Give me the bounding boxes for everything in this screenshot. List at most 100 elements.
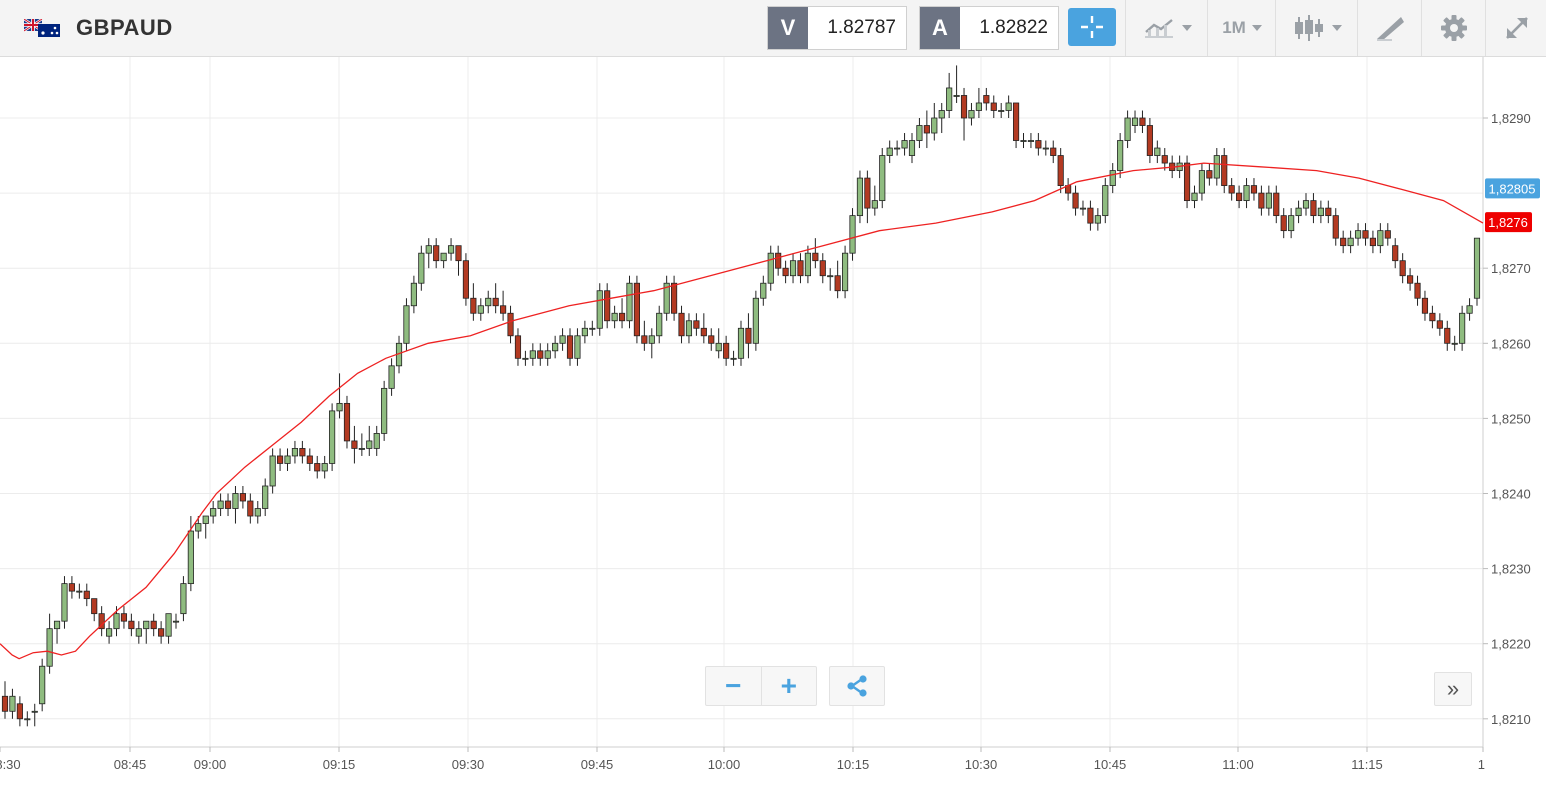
candle-body [1020, 140, 1027, 142]
ma-badge-label: 1,8276 [1488, 215, 1528, 230]
candle-body [276, 455, 284, 464]
candle-body [626, 282, 633, 322]
candle-body [195, 523, 202, 532]
candle-body [366, 440, 373, 449]
candle-body [254, 508, 261, 517]
candle-body [908, 140, 916, 156]
chart-area[interactable]: 1,8210 1,8220 1,8230 1,8240 1,8250 1,8260 1,82… [0, 57, 1546, 781]
candle-body [1213, 155, 1220, 179]
candle-body [804, 252, 811, 277]
candle-body [1139, 117, 1146, 126]
candle-body [120, 613, 128, 622]
candle-body [1295, 207, 1302, 217]
timeframe-selector[interactable]: 1M [1207, 0, 1276, 56]
price-badge-label: 1,82805 [1489, 181, 1536, 196]
candle-body [1265, 192, 1272, 209]
settings-button[interactable] [1421, 0, 1486, 56]
sell-button[interactable]: V 1.82787 [767, 6, 907, 50]
fullscreen-button[interactable] [1485, 0, 1546, 56]
candle-body [760, 282, 767, 299]
candle-body [745, 327, 752, 344]
candle-body [923, 125, 930, 134]
candle-body [708, 335, 715, 344]
drawing-tools-button[interactable] [1357, 0, 1422, 56]
candlestick-chart[interactable]: 1,8210 1,8220 1,8230 1,8240 1,8250 1,8260 1,82… [0, 57, 1546, 781]
candle-body [291, 448, 299, 457]
candle-body [767, 252, 774, 284]
candle-body [775, 252, 782, 269]
indicators-button[interactable] [1125, 0, 1208, 56]
candle-body [596, 290, 603, 329]
candle-body [462, 260, 470, 299]
candle-body [1414, 282, 1421, 299]
candle-body [1087, 207, 1094, 224]
candle-body [98, 613, 105, 630]
candle-body [143, 620, 150, 630]
candle-body [1057, 155, 1064, 186]
candle-body [440, 252, 447, 262]
zoom-out-button[interactable]: − [706, 667, 762, 705]
candle-body [789, 260, 797, 277]
scroll-to-latest-button[interactable]: » [1434, 672, 1472, 706]
gear-icon [1441, 15, 1467, 41]
candle-body [1392, 245, 1399, 262]
candle-body [180, 583, 187, 615]
candle-body [514, 335, 522, 359]
candle-body [581, 327, 588, 337]
crosshair-button[interactable] [1068, 8, 1116, 46]
x-tick-label: 10:45 [1094, 757, 1127, 772]
candle-body [946, 87, 953, 111]
candle-body [1005, 102, 1012, 111]
chart-type-button[interactable] [1275, 0, 1358, 56]
line-chart-icon [1145, 19, 1173, 38]
candle-body [1444, 327, 1451, 344]
candle-body [842, 252, 849, 292]
x-tick-label: 10:15 [837, 757, 870, 772]
x-tick-label: 8:30 [0, 757, 21, 772]
candle-body [879, 155, 886, 202]
candle-body [1332, 215, 1339, 239]
candle-body [158, 628, 165, 637]
candle-body [544, 350, 551, 359]
x-tick-label: 09:15 [323, 757, 356, 772]
candle-body [1072, 192, 1079, 209]
candle-body [1317, 207, 1324, 217]
candle-body [39, 665, 46, 705]
candle-body [306, 455, 313, 464]
candle-body [894, 147, 901, 150]
candle-body [1421, 297, 1429, 314]
share-icon [847, 675, 867, 697]
x-tick-label: 10:30 [965, 757, 998, 772]
candle-body [633, 282, 640, 337]
x-tick-label: 11:00 [1222, 757, 1254, 772]
candle-body [477, 305, 484, 314]
candle-body [1050, 147, 1057, 156]
candle-body [1399, 260, 1406, 277]
candle-body [1102, 185, 1109, 217]
candle-body [507, 312, 514, 337]
share-button[interactable] [829, 666, 885, 706]
candle-body [656, 312, 663, 337]
candle-body [693, 320, 700, 329]
candle-body [559, 335, 566, 344]
buy-button[interactable]: A 1.82822 [919, 6, 1059, 50]
candle-body [574, 335, 581, 359]
candle-body [782, 267, 789, 277]
candle-body [1243, 185, 1250, 202]
candle-body [83, 590, 90, 600]
candle-body [1429, 312, 1436, 322]
zoom-in-button[interactable]: + [780, 670, 797, 701]
candle-body [983, 95, 990, 104]
candle-body [611, 312, 618, 322]
candle-body [604, 290, 611, 322]
candle-body [46, 628, 53, 667]
candle-body [202, 515, 209, 524]
candle-body [447, 245, 455, 254]
instrument-symbol: GBPAUD [76, 15, 173, 40]
candle-body [1124, 117, 1131, 141]
candle-body [1310, 200, 1317, 217]
candle-body [329, 410, 336, 464]
candle-body [998, 110, 1005, 112]
candle-body [737, 327, 745, 359]
candle-body [685, 320, 693, 337]
